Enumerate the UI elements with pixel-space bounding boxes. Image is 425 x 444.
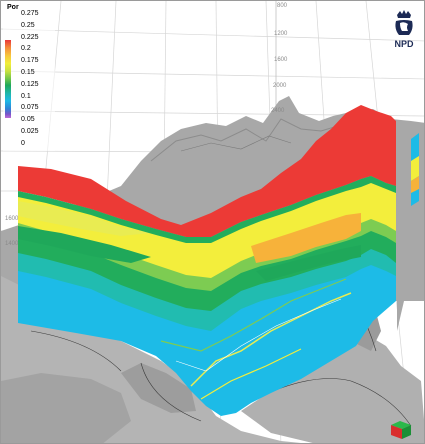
legend-color-bar <box>5 40 11 118</box>
depth-label: 2000 <box>273 83 287 89</box>
legend-title: Por <box>7 4 19 11</box>
depth-label: 1600 <box>274 57 288 63</box>
legend-tick: 0.075 <box>21 104 39 112</box>
legend-tick: 0.1 <box>21 92 31 100</box>
depth-label: 1200 <box>274 31 288 37</box>
legend-tick: 0.225 <box>21 33 39 41</box>
legend-tick: 0.125 <box>21 80 39 88</box>
legend-tick: 0.025 <box>21 128 39 135</box>
depth-label: 800 <box>277 3 288 9</box>
legend-ticks: 0.275 0.25 0.225 0.2 0.175 0.15 0.125 0.… <box>21 10 55 148</box>
porosity-section <box>18 105 419 416</box>
npd-logo: NPD <box>387 9 421 49</box>
crown-lion-emblem-icon <box>395 10 413 35</box>
legend-tick: 0 <box>21 139 25 147</box>
layer-red <box>18 105 396 237</box>
logo-text: NPD <box>394 39 414 49</box>
legend-tick: 0.2 <box>21 45 31 53</box>
orientation-cube <box>391 421 411 439</box>
depth-label-side: 1600 <box>5 216 19 222</box>
legend-tick: 0.275 <box>21 10 39 17</box>
legend-tick: 0.25 <box>21 21 35 29</box>
legend-tick: 0.15 <box>21 69 35 76</box>
legend-tick: 0.175 <box>21 57 39 65</box>
legend-tick: 0.05 <box>21 116 35 124</box>
layer-green <box>18 229 396 311</box>
depth-label-side: 1400 <box>5 241 19 247</box>
depth-label: 2400 <box>271 108 285 114</box>
porosity-legend: Por 0.27 <box>3 3 55 151</box>
